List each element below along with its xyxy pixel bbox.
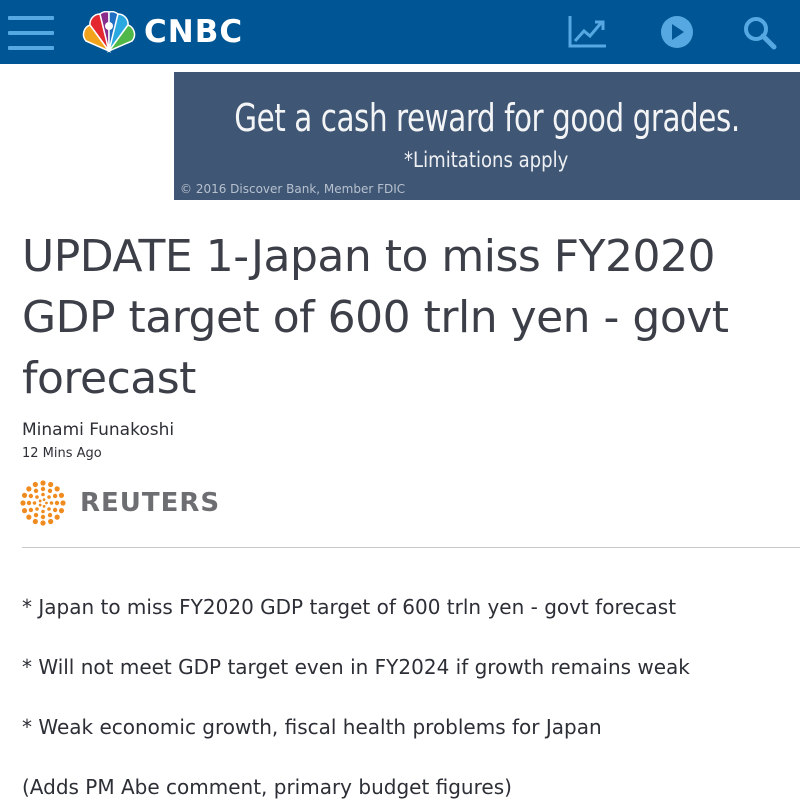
bullet-point: * Weak economic growth, fiscal health pr…	[22, 715, 602, 739]
cnbc-logo[interactable]: CNBC	[80, 11, 243, 53]
peacock-logo-icon	[82, 11, 136, 53]
stock-chart-icon[interactable]	[568, 14, 608, 50]
ad-limitation-note: *Limitations apply	[404, 148, 569, 172]
reuters-logo-icon	[20, 480, 66, 526]
divider	[22, 547, 800, 548]
article-timestamp: 12 Mins Ago	[22, 446, 102, 461]
bullet-note: (Adds PM Abe comment, primary budget fig…	[22, 775, 512, 799]
article-author[interactable]: Minami Funakoshi	[22, 420, 175, 440]
article-headline: UPDATE 1-Japan to miss FY2020 GDP target…	[22, 231, 729, 404]
ad-headline: Get a cash reward for good grades.	[234, 96, 740, 140]
hamburger-menu-icon[interactable]	[8, 16, 54, 50]
brand-name: CNBC	[144, 14, 244, 50]
source-name: REUTERS	[80, 488, 221, 518]
advertisement-banner[interactable]: Get a cash reward for good grades. *Limi…	[174, 72, 800, 200]
bullet-point: * Japan to miss FY2020 GDP target of 600…	[22, 595, 677, 619]
play-icon[interactable]	[657, 14, 697, 50]
top-navigation-bar: CNBC	[0, 0, 800, 64]
search-icon[interactable]	[740, 14, 780, 50]
source-reuters: REUTERS	[20, 480, 220, 526]
ad-legal-text: © 2016 Discover Bank, Member FDIC	[180, 182, 406, 196]
bullet-point: * Will not meet GDP target even in FY202…	[22, 655, 690, 679]
